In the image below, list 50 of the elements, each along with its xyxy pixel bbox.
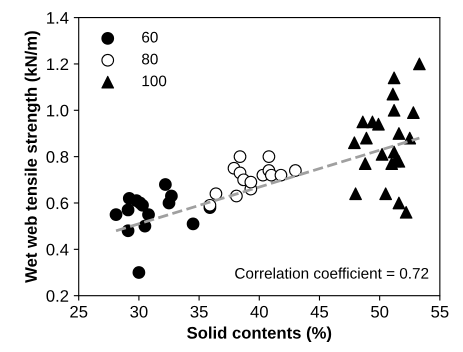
x-tick-label: 45 — [310, 306, 328, 318]
legend-label: 100 — [142, 76, 166, 86]
y-tick-label: 0.4 — [46, 244, 68, 256]
point — [388, 71, 400, 84]
point — [289, 164, 302, 177]
point — [165, 190, 178, 202]
x-axis-title: Solid contents (%) — [187, 326, 332, 342]
point — [262, 150, 276, 164]
x-tick-label: 25 — [70, 306, 88, 318]
x-tick-label: 55 — [431, 306, 448, 318]
y-axis-title: Wet web tensile strength (kN/m) — [24, 31, 40, 283]
point — [392, 196, 406, 210]
annotation: Correlation coefficient = 0.72 — [235, 268, 428, 279]
x-tick-label: 50 — [371, 306, 388, 318]
y-tick-label: 1.4 — [47, 12, 68, 24]
y-tick-label: 0.2 — [46, 290, 68, 302]
point — [142, 208, 155, 221]
point — [274, 168, 288, 182]
x-tick-label: 40 — [250, 306, 268, 318]
point — [244, 176, 258, 188]
point — [407, 106, 420, 119]
legend-label: 60 — [142, 32, 158, 43]
point — [110, 208, 122, 221]
point — [348, 136, 361, 150]
x-tick-label: 35 — [190, 306, 208, 318]
y-tick-label: 1.0 — [47, 104, 68, 116]
point — [234, 150, 246, 164]
point — [388, 104, 400, 117]
point — [372, 118, 385, 131]
point — [122, 204, 134, 216]
point — [356, 116, 370, 128]
point — [413, 58, 426, 70]
legend-label: 80 — [142, 54, 158, 64]
point — [159, 178, 172, 191]
y-tick-label: 0.6 — [46, 197, 68, 210]
y-tick-label: 0.8 — [46, 151, 68, 163]
point — [400, 206, 413, 219]
point — [376, 148, 388, 161]
point — [358, 157, 372, 170]
point — [379, 187, 392, 200]
point — [360, 132, 373, 144]
point — [132, 266, 146, 279]
x-tick-label: 30 — [130, 306, 148, 318]
point — [392, 127, 406, 140]
point — [349, 187, 362, 200]
point — [210, 187, 222, 200]
point — [386, 88, 400, 100]
y-tick-label: 1.2 — [47, 58, 68, 70]
point — [136, 198, 149, 212]
point — [186, 217, 200, 230]
